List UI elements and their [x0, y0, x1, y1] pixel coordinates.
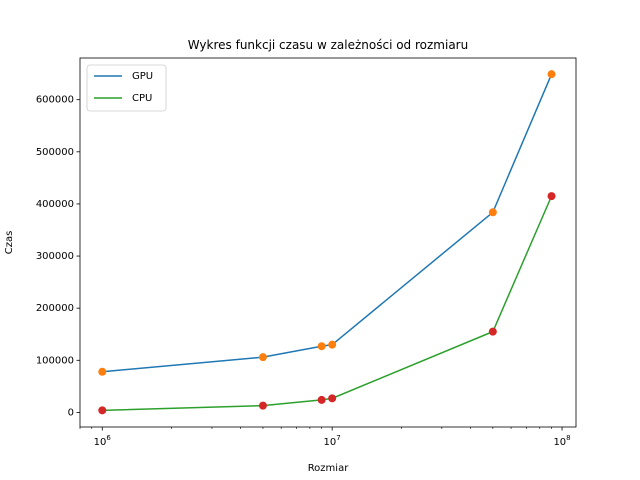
y-tick-label: 500000	[36, 147, 74, 158]
x-tick-label: 108	[553, 434, 570, 448]
data-point-gpu-0	[98, 367, 107, 376]
data-point-gpu-2	[317, 342, 326, 351]
plot-frame	[79, 57, 577, 428]
y-tick-label: 0	[68, 407, 74, 418]
data-point-cpu-0	[98, 406, 107, 415]
legend-box	[86, 64, 167, 112]
x-tick-label: 106	[94, 434, 112, 448]
y-tick-label: 400000	[36, 199, 74, 210]
legend-label-gpu: GPU	[132, 71, 153, 82]
data-point-cpu-2	[317, 395, 326, 404]
y-tick-label: 300000	[36, 251, 74, 262]
data-point-cpu-3	[328, 394, 337, 403]
series-line-gpu	[102, 73, 553, 373]
plot-area: 0 100000 200000 300000 400000 500000 600000 106…	[36, 57, 577, 448]
y-tick-label: 100000	[36, 355, 74, 366]
data-point-cpu-4	[488, 327, 497, 336]
series-line-cpu	[102, 195, 553, 412]
y-axis-title: Czas	[4, 231, 15, 255]
data-point-cpu-1	[258, 401, 267, 410]
legend-label-cpu: CPU	[132, 93, 152, 104]
chart-title: Wykres funkcji czasu w zależności od roz…	[188, 38, 468, 52]
y-tick-label: 600000	[36, 95, 74, 106]
y-tick-label: 200000	[36, 303, 74, 314]
x-axis-title: Rozmiar	[308, 463, 350, 474]
data-point-gpu-1	[258, 353, 267, 362]
legend: GPU CPU	[86, 64, 167, 112]
x-tick-label: 107	[324, 434, 341, 448]
data-point-gpu-4	[488, 208, 497, 217]
data-point-gpu-5	[547, 70, 556, 79]
data-point-cpu-5	[547, 192, 556, 201]
data-point-gpu-3	[328, 340, 337, 349]
